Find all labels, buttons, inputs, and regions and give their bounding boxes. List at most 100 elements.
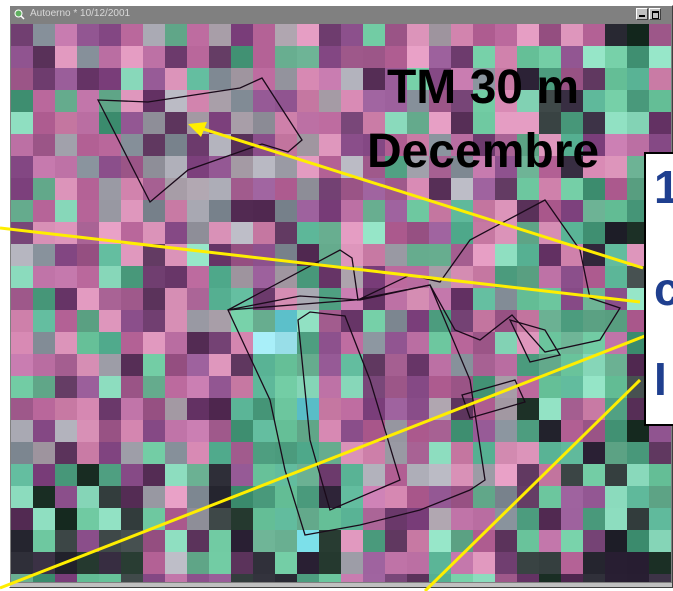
image-pixel (253, 46, 276, 69)
image-pixel (407, 24, 430, 47)
minimize-button[interactable] (636, 8, 648, 20)
image-pixel (187, 376, 210, 399)
image-pixel (209, 288, 232, 311)
image-pixel (605, 464, 628, 487)
image-pixel (561, 266, 584, 289)
image-pixel (341, 134, 364, 157)
image-pixel (77, 200, 100, 223)
image-pixel (297, 442, 320, 465)
image-pixel (517, 464, 540, 487)
image-pixel (165, 486, 188, 509)
image-pixel (341, 90, 364, 113)
image-pixel (319, 332, 342, 355)
image-pixel (33, 112, 56, 135)
image-pixel (33, 442, 56, 465)
image-pixel (495, 486, 518, 509)
image-pixel (33, 24, 56, 47)
image-pixel (561, 112, 584, 135)
image-pixel (253, 156, 276, 179)
image-pixel (165, 112, 188, 135)
image-pixel (385, 244, 408, 267)
image-pixel (297, 222, 320, 245)
image-pixel (473, 156, 496, 179)
image-pixel (517, 530, 540, 553)
image-pixel (121, 398, 144, 421)
image-pixel (319, 156, 342, 179)
image-pixel (385, 200, 408, 223)
image-pixel (539, 310, 562, 333)
image-pixel (11, 112, 34, 135)
image-pixel (341, 420, 364, 443)
image-pixel (341, 530, 364, 553)
magnifier-icon[interactable] (14, 9, 25, 20)
image-pixel (385, 464, 408, 487)
image-pixel (11, 310, 34, 333)
image-pixel (319, 442, 342, 465)
image-pixel (209, 420, 232, 443)
image-pixel (473, 46, 496, 69)
image-pixel (561, 530, 584, 553)
image-pixel (11, 420, 34, 443)
image-pixel (561, 68, 584, 91)
image-pixel (473, 112, 496, 135)
image-pixel (77, 508, 100, 531)
image-pixel (517, 486, 540, 509)
image-pixel (77, 134, 100, 157)
image-pixel (209, 46, 232, 69)
image-pixel (517, 354, 540, 377)
image-pixel (143, 68, 166, 91)
side-text-line-2: c (654, 262, 673, 316)
image-pixel (11, 46, 34, 69)
title-bar[interactable]: Autoerno * 10/12/2001 (10, 6, 672, 23)
image-pixel (121, 354, 144, 377)
image-pixel (253, 90, 276, 113)
image-pixel (539, 376, 562, 399)
maximize-button[interactable] (649, 8, 661, 20)
image-pixel (33, 398, 56, 421)
image-pixel (627, 508, 650, 531)
image-pixel (495, 46, 518, 69)
image-pixel (429, 420, 452, 443)
image-pixel (429, 244, 452, 267)
image-pixel (253, 332, 276, 355)
image-pixel (165, 442, 188, 465)
image-pixel (99, 24, 122, 47)
image-pixel (231, 398, 254, 421)
image-pixel (495, 574, 518, 582)
field-parcel-long (227, 284, 486, 536)
image-pixel (33, 530, 56, 553)
image-pixel (407, 464, 430, 487)
image-pixel (231, 464, 254, 487)
image-pixel (253, 508, 276, 531)
image-pixel (627, 288, 650, 311)
image-pixel (55, 508, 78, 531)
image-pixel (165, 68, 188, 91)
image-pixel (319, 112, 342, 135)
image-pixel (605, 68, 628, 91)
image-pixel (495, 464, 518, 487)
image-pixel (649, 46, 671, 69)
image-pixel (649, 112, 671, 135)
image-pixel (539, 552, 562, 575)
image-pixel (561, 464, 584, 487)
image-pixel (297, 200, 320, 223)
image-pixel (429, 508, 452, 531)
image-pixel (165, 134, 188, 157)
image-pixel (451, 134, 474, 157)
image-pixel (451, 112, 474, 135)
image-pixel (209, 134, 232, 157)
satellite-image[interactable] (10, 23, 672, 583)
image-pixel (231, 200, 254, 223)
image-pixel (561, 552, 584, 575)
image-pixel (99, 90, 122, 113)
image-pixel (517, 134, 540, 157)
image-pixel (77, 68, 100, 91)
side-text-line-1: 1 (654, 160, 673, 214)
image-pixel (605, 398, 628, 421)
image-pixel (77, 354, 100, 377)
image-pixel (385, 552, 408, 575)
image-pixel (627, 134, 650, 157)
image-pixel (385, 376, 408, 399)
image-pixel (385, 332, 408, 355)
image-pixel (429, 46, 452, 69)
